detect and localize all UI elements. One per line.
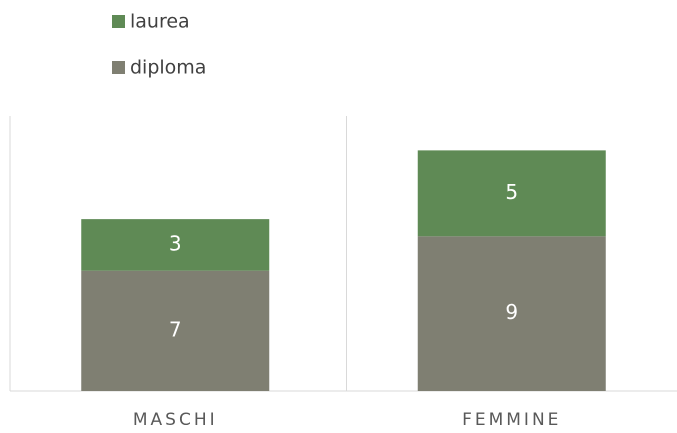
- value-label: 3: [169, 231, 182, 255]
- bar-segment: [81, 219, 270, 271]
- legend-swatch: [112, 15, 125, 28]
- bar-segment: [81, 270, 270, 391]
- legend-label: laurea: [130, 11, 190, 33]
- bar-segment: [417, 150, 606, 237]
- value-label: 5: [505, 180, 518, 204]
- value-label: 7: [169, 317, 182, 341]
- value-label: 9: [505, 300, 518, 324]
- legend-swatch: [112, 61, 125, 74]
- legend-label: diploma: [130, 57, 206, 79]
- bar-segment: [417, 236, 606, 391]
- x-tick-label: MASCHI: [133, 410, 218, 430]
- x-tick-label: FEMMINE: [462, 410, 561, 430]
